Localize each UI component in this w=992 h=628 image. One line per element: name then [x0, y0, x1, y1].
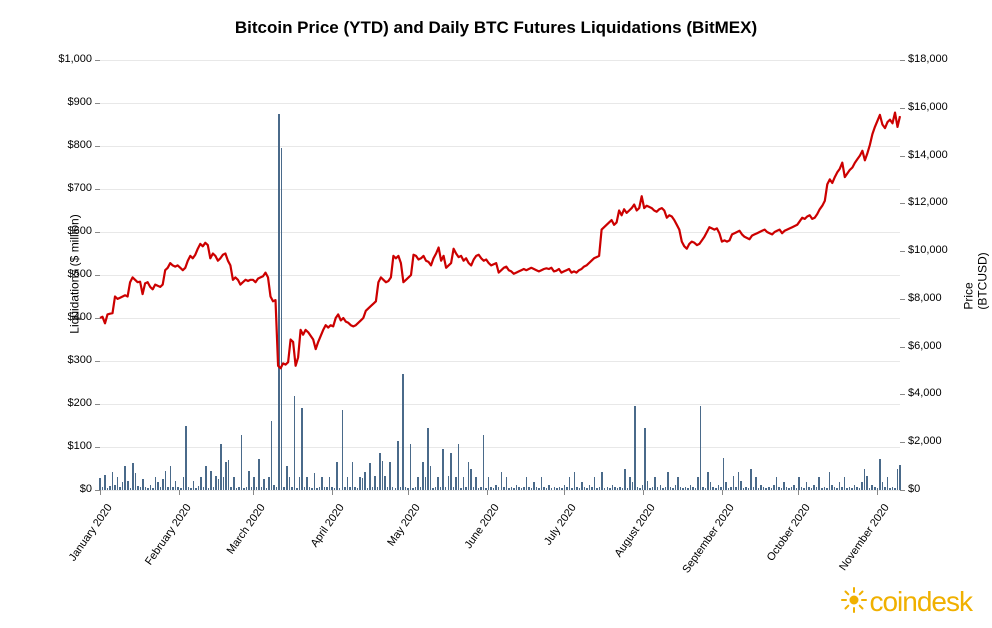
price-line — [0, 0, 992, 628]
chart-container: Bitcoin Price (YTD) and Daily BTC Future… — [0, 0, 992, 628]
